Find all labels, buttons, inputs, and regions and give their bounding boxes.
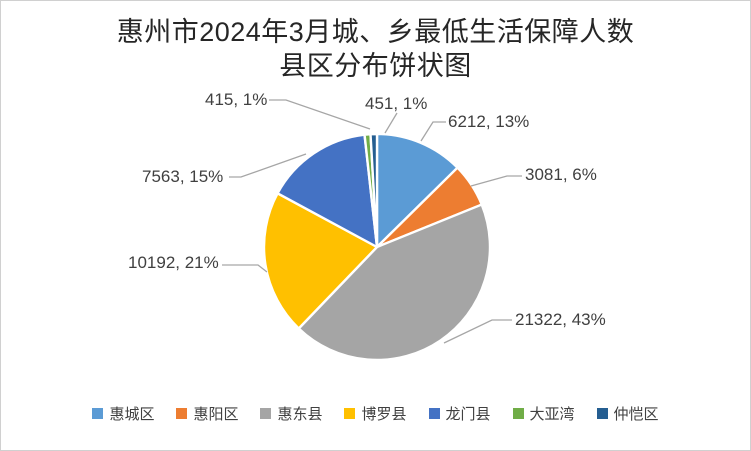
legend-item-2: 惠阳区 (176, 403, 238, 424)
leader-line (269, 99, 371, 130)
leader-line (470, 175, 522, 187)
legend-swatch-icon (176, 408, 188, 419)
legend-item-5: 龙门县 (428, 403, 491, 424)
data-label-3: 21322, 43% (515, 310, 606, 329)
chart-title: 惠州市2024年3月城、乡最低生活保障人数 县区分布饼状图 (1, 15, 750, 83)
legend-item-6: 大亚湾 (512, 403, 575, 424)
leader-line (384, 112, 398, 134)
legend-label: 惠阳区 (193, 406, 239, 423)
legend-label: 龙门县 (445, 406, 491, 423)
pie-slice-4 (262, 192, 379, 330)
pie-slice-1 (375, 132, 459, 249)
legend-item-3: 惠东县 (260, 403, 322, 424)
legend-swatch-icon (428, 408, 440, 419)
pie-slice-5 (276, 133, 379, 249)
legend-item-1: 惠城区 (92, 403, 154, 424)
pie-slice-7 (369, 132, 379, 249)
legend-item-4: 博罗县 (344, 403, 407, 424)
legend-swatch-icon (260, 408, 272, 419)
data-label-4: 10192, 21% (128, 253, 219, 272)
data-label-7: 451, 1% (365, 94, 428, 113)
legend: 惠城区 惠阳区 惠东县 博罗县 龙门县 大亚湾 仲恺区 (1, 403, 750, 424)
data-label-6: 415, 1% (205, 90, 268, 109)
leader-line (222, 264, 268, 273)
legend-label: 惠城区 (109, 406, 155, 423)
legend-label: 惠东县 (277, 406, 323, 423)
legend-label: 大亚湾 (529, 406, 575, 423)
data-label-5: 7563, 15% (142, 167, 224, 186)
legend-swatch-icon (596, 408, 608, 419)
legend-label: 仲恺区 (613, 406, 659, 423)
pie-slice-3 (297, 203, 492, 362)
legend-swatch-icon (344, 408, 356, 419)
legend-swatch-icon (92, 408, 104, 419)
legend-label: 博罗县 (361, 406, 407, 423)
legend-swatch-icon (512, 408, 524, 419)
data-label-2: 3081, 6% (525, 165, 597, 184)
legend-item-7: 仲恺区 (596, 403, 659, 424)
chart-title-line1: 惠州市2024年3月城、乡最低生活保障人数 (116, 17, 635, 47)
chart-title-line2: 县区分布饼状图 (279, 51, 472, 81)
leader-line (443, 319, 512, 344)
data-label-1: 6212, 13% (448, 112, 530, 131)
leader-line (420, 121, 446, 142)
leader-line (229, 153, 307, 178)
